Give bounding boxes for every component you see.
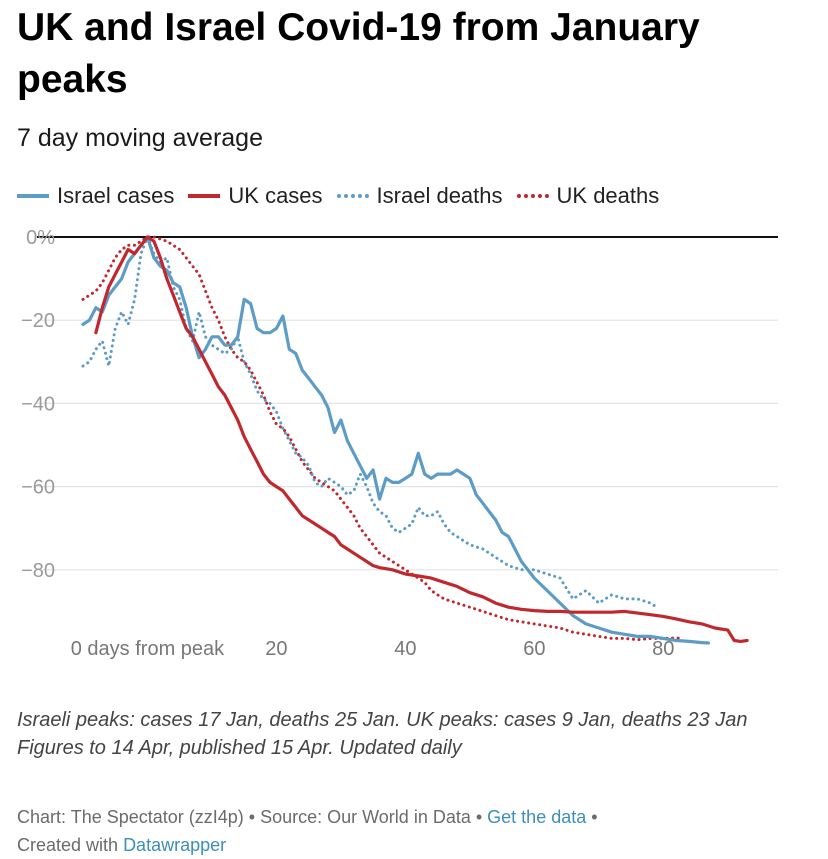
footer-separator: • [470,807,488,827]
legend-item-israel-cases: Israel cases [17,183,174,209]
legend-swatch-israel-cases [17,194,49,198]
x-tick-label: 40 [394,638,416,660]
x-axis-ticks: 0 days from peak 20 40 60 80 [71,638,675,660]
x-tick-label: 60 [523,638,545,660]
x-tick-label: 80 [652,638,674,660]
get-the-data-link[interactable]: Get the data [487,807,587,827]
legend-item-uk-deaths: UK deaths [516,183,660,209]
legend-item-uk-cases: UK cases [188,183,323,209]
legend-swatch-israel-deaths [336,194,369,198]
chart-legend: Israel cases UK cases Israel deaths UK d… [17,180,673,212]
chart-credit: Chart: The Spectator (zzI4p) [17,807,244,827]
datawrapper-link[interactable]: Datawrapper [123,835,227,855]
legend-label-uk-cases: UK cases [228,183,323,208]
x-tick-label: 20 [265,638,287,660]
y-tick-label: 0% [26,227,55,249]
series-line-uk-deaths [81,235,685,642]
chart-footer: Chart: The Spectator (zzI4p) • Source: O… [17,803,807,859]
chart-notes: Israeli peaks: cases 17 Jan, deaths 25 J… [17,706,807,762]
gridlines [37,236,778,571]
legend-label-israel-cases: Israel cases [57,183,175,208]
y-tick-label: −80 [21,560,55,582]
y-tick-label: −40 [21,393,55,415]
series-line-israel-cases [81,235,711,645]
series-line-uk-cases [94,235,749,643]
series-lines [81,235,749,645]
note-updated: Figures to 14 Apr, published 15 Apr. Upd… [17,737,462,759]
line-chart: 0% −20 −40 −60 −80 0 days from peak 20 40 60 80 [21,227,778,660]
y-axis-ticks: 0% −20 −40 −60 −80 [21,227,55,582]
chart-title: UK and Israel Covid-19 from January peak… [17,6,700,101]
series-line-israel-deaths [81,235,659,609]
created-with-text: Created with [17,835,124,855]
source-credit: Source: Our World in Data [260,807,471,827]
x-tick-label: 0 days from peak [71,638,225,660]
footer-separator: • [243,807,261,827]
legend-item-israel-deaths: Israel deaths [336,183,503,209]
chart-subtitle: 7 day moving average [17,124,263,152]
legend-label-uk-deaths: UK deaths [556,183,660,208]
legend-swatch-uk-cases [188,194,221,198]
legend-label-israel-deaths: Israel deaths [376,183,503,208]
note-peaks: Israeli peaks: cases 17 Jan, deaths 25 J… [17,709,748,731]
legend-swatch-uk-deaths [516,194,549,198]
y-tick-label: −60 [21,477,55,499]
y-tick-label: −20 [21,310,55,332]
footer-separator: • [586,807,598,827]
